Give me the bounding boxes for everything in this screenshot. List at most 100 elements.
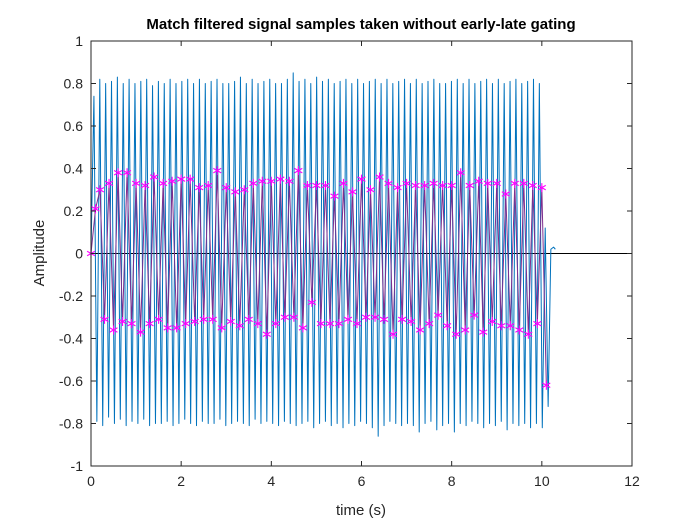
- x-tick-label: 10: [534, 473, 550, 489]
- series-1-point: [240, 185, 249, 195]
- series-1-point: [438, 181, 447, 190]
- series-1-point: [501, 189, 510, 199]
- series-1-point: [298, 323, 308, 333]
- series-0-line: [90, 72, 556, 437]
- series-1-point: [131, 178, 141, 188]
- series-1-point: [479, 327, 488, 337]
- series-1-point: [510, 178, 519, 188]
- y-tick-label: -0.4: [59, 331, 83, 347]
- series-1-point: [334, 319, 344, 329]
- series-1-point: [289, 312, 299, 322]
- series-1-point: [393, 183, 402, 193]
- x-tick-label: 6: [358, 473, 366, 489]
- series-1-line: [90, 170, 547, 386]
- series-1-point: [149, 172, 159, 182]
- series-1-point: [186, 174, 195, 184]
- series-1-point: [267, 176, 276, 186]
- series-1-point: [208, 314, 217, 324]
- series-1-point: [127, 319, 136, 329]
- series-1-point: [226, 317, 235, 326]
- series-1-point: [542, 380, 551, 390]
- series-1-point: [195, 183, 204, 193]
- series-1-point: [113, 168, 123, 178]
- series-1-point: [357, 174, 366, 184]
- axes-layer: [90, 40, 633, 467]
- series-1-point: [91, 204, 100, 214]
- series-1-point: [316, 319, 326, 329]
- series-1-point: [429, 178, 438, 188]
- series-1-point: [388, 329, 398, 339]
- series-layer: [86, 72, 556, 437]
- series-1-point: [515, 325, 524, 335]
- x-tick-labels: 0 2 4 6 8 10 12: [87, 473, 640, 489]
- series-1-point: [253, 319, 262, 329]
- series-1-point: [181, 319, 190, 329]
- series-1-point: [343, 314, 353, 324]
- series-1-point: [497, 321, 506, 331]
- y-tick-labels: 1 0.8 0.6 0.4 0.2 0 -0.2 -0.4 -0.6 -0.8 -1: [59, 33, 83, 474]
- series-1-point: [384, 178, 393, 188]
- series-1-point: [307, 297, 317, 307]
- series-1-point: [524, 329, 533, 339]
- series-1-point: [456, 168, 465, 178]
- chart-title: Match filtered signal samples taken with…: [146, 16, 575, 33]
- x-tick-label: 2: [177, 473, 185, 489]
- y-tick-label: 0.8: [64, 76, 84, 92]
- series-1-point: [370, 312, 380, 322]
- series-1-point: [348, 187, 357, 197]
- series-1-point: [217, 323, 226, 333]
- series-1-point: [249, 178, 258, 188]
- y-axis-label: Amplitude: [31, 220, 48, 287]
- series-1-point: [483, 178, 492, 188]
- series-1-point: [276, 174, 285, 184]
- series-1-point: [145, 319, 154, 329]
- x-tick-label: 12: [624, 473, 640, 489]
- series-1-point: [271, 319, 281, 329]
- series-1-point: [470, 310, 479, 320]
- y-tick-label: -0.6: [59, 373, 83, 389]
- series-1-point: [104, 178, 114, 188]
- x-tick-label: 4: [267, 473, 275, 489]
- series-1-point: [339, 178, 348, 188]
- series-1-point: [312, 181, 321, 190]
- series-1-point: [280, 312, 290, 322]
- series-1-point: [506, 321, 515, 331]
- series-1-point: [231, 187, 240, 197]
- series-1-point: [402, 178, 411, 188]
- series-1-point: [411, 181, 420, 190]
- series-1-point: [461, 325, 470, 335]
- series-1-point: [492, 178, 501, 188]
- series-1-point: [366, 185, 375, 195]
- series-1-point: [258, 176, 267, 186]
- series-1-point: [140, 181, 150, 190]
- series-1-point: [100, 314, 109, 324]
- series-1-point: [122, 168, 132, 178]
- series-1-point: [537, 183, 547, 193]
- series-1-point: [433, 310, 443, 320]
- series-1-point: [154, 314, 163, 324]
- y-tick-label: 0: [75, 246, 83, 262]
- series-1-point: [533, 319, 542, 329]
- series-1-point: [424, 319, 434, 329]
- series-1-point: [176, 174, 186, 184]
- series-1-point: [321, 181, 330, 190]
- series-1-point: [325, 319, 335, 329]
- series-1-point: [397, 314, 407, 324]
- series-1-point: [244, 314, 253, 324]
- x-tick-label: 0: [87, 473, 95, 489]
- series-1-point: [447, 181, 456, 190]
- series-1-point: [519, 178, 528, 188]
- series-1-point: [213, 166, 222, 176]
- y-tick-label: -0.2: [59, 288, 83, 304]
- series-1-point: [361, 312, 371, 322]
- series-1-point: [204, 181, 213, 190]
- y-tick-label: 1: [75, 33, 83, 49]
- series-1-point: [222, 183, 231, 193]
- y-tick-label: -0.8: [59, 416, 83, 432]
- series-1-point: [294, 166, 303, 176]
- series-1-point: [172, 323, 181, 333]
- series-1-point: [465, 181, 474, 190]
- y-tick-label: 0.2: [64, 203, 84, 219]
- series-1-point: [190, 317, 199, 326]
- series-1-point: [303, 181, 312, 190]
